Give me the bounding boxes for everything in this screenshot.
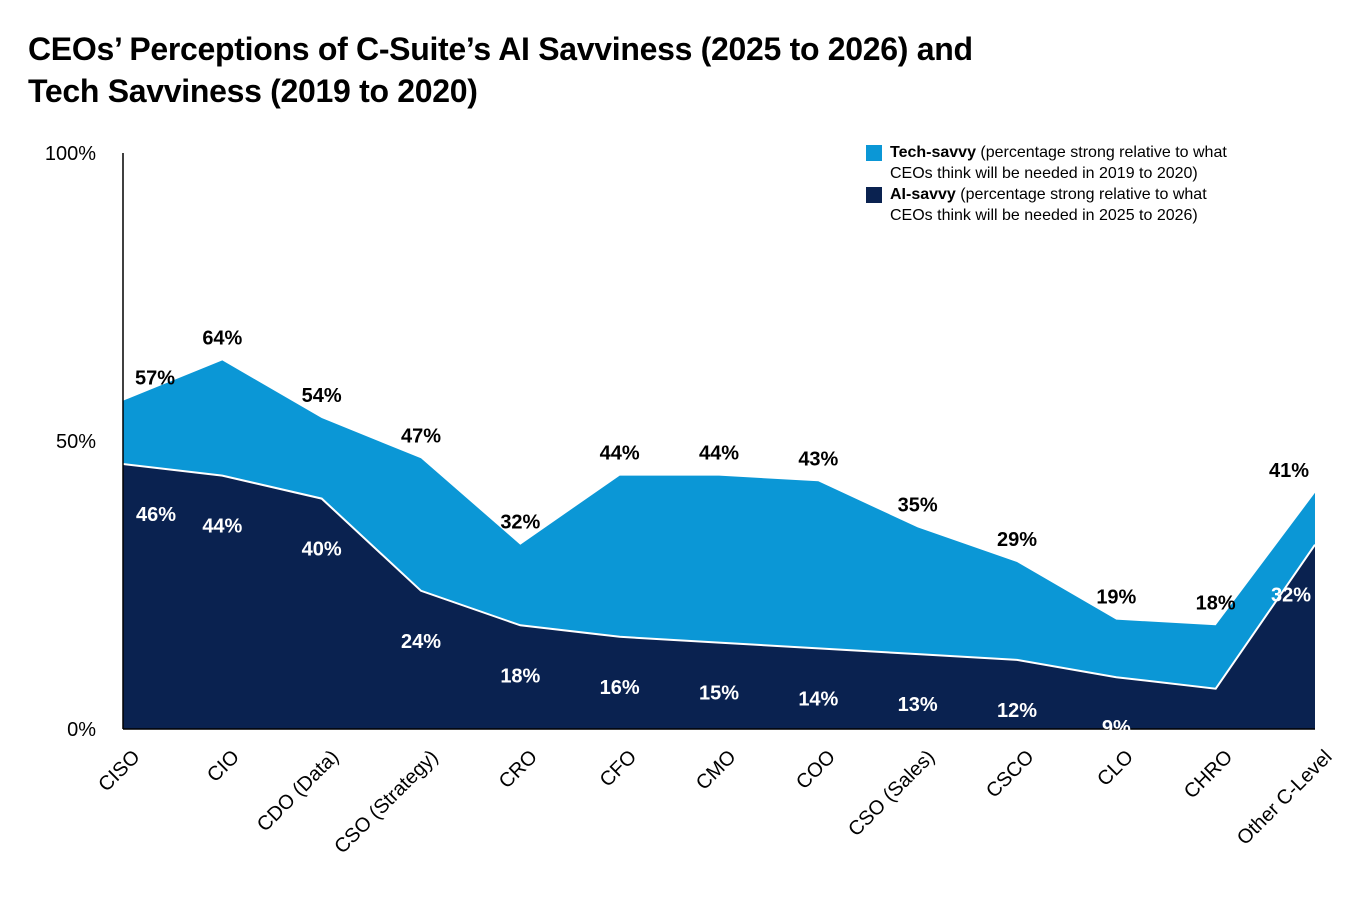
- ai-savvy-label: 7%: [1201, 729, 1230, 751]
- x-tick-label: CSO (Strategy): [330, 746, 442, 858]
- chart-axes: [122, 153, 1315, 730]
- chart-title: CEOs’ Perceptions of C-Suite’s AI Savvin…: [28, 28, 1228, 112]
- tech-savvy-label: 32%: [500, 512, 540, 534]
- legend-desc-ai-savvy-2: CEOs think will be needed in 2025 to 202…: [890, 207, 1198, 224]
- ai-savvy-label: 18%: [500, 665, 540, 687]
- chart-title-line-1: CEOs’ Perceptions of C-Suite’s AI Savvin…: [28, 31, 973, 67]
- x-tick-label: CSCO: [982, 746, 1038, 802]
- tech-savvy-label: 64%: [202, 327, 242, 349]
- x-tick-label: CIO: [203, 746, 244, 787]
- ai-savvy-label: 32%: [1271, 585, 1311, 607]
- ai-savvy-label: 24%: [401, 631, 441, 653]
- ai-savvy-label: 46%: [136, 504, 176, 526]
- x-tick-label: CDO (Data): [253, 746, 343, 836]
- tech-savvy-label: 54%: [302, 385, 342, 407]
- x-tick-label: COO: [792, 746, 840, 794]
- tech-savvy-label: 29%: [997, 529, 1037, 551]
- tech-savvy-label: 43%: [798, 448, 838, 470]
- tech-savvy-label: 35%: [898, 494, 938, 516]
- y-tick-label: 0%: [67, 719, 96, 741]
- x-tick-label: CLO: [1093, 746, 1138, 791]
- legend-item-tech-savvy: Tech-savvy (percentage strong relative t…: [866, 142, 1336, 184]
- ai-savvy-label: 40%: [302, 539, 342, 561]
- tech-savvy-label: 19%: [1096, 587, 1136, 609]
- legend-name-tech-savvy: Tech-savvy: [890, 144, 976, 161]
- ai-savvy-label: 13%: [898, 694, 938, 716]
- legend-desc-tech-savvy-1: (percentage strong relative to what: [975, 144, 1227, 161]
- y-axis-tick-labels: 0% 50% 100%: [45, 143, 96, 741]
- ai-savvy-label: 16%: [600, 677, 640, 699]
- x-tick-label: CHRO: [1180, 746, 1237, 803]
- tech-savvy-label: 18%: [1196, 592, 1236, 614]
- tech-savvy-label: 44%: [600, 443, 640, 465]
- x-tick-label: CFO: [596, 746, 641, 791]
- x-tick-label: CISO: [94, 746, 144, 796]
- ai-savvy-label: 9%: [1102, 717, 1131, 739]
- area-ai-savvy: [123, 464, 1315, 729]
- y-tick-label: 50%: [56, 431, 96, 453]
- tech-savvy-label: 44%: [699, 443, 739, 465]
- line-ai-savvy: [122, 463, 1316, 690]
- x-tick-label: CSO (Sales): [844, 746, 939, 841]
- legend-swatch-tech-savvy: [866, 145, 882, 161]
- ai-savvy-label: 12%: [997, 700, 1037, 722]
- legend: Tech-savvy (percentage strong relative t…: [866, 142, 1336, 226]
- x-tick-label: CRO: [495, 746, 542, 793]
- legend-name-ai-savvy: AI-savvy: [890, 186, 956, 203]
- chart-areas: [122, 360, 1316, 729]
- chart-title-line-2: Tech Savviness (2019 to 2020): [28, 73, 478, 109]
- x-tick-label: Other C-Level: [1233, 746, 1337, 850]
- tech-savvy-label: 41%: [1269, 460, 1309, 482]
- legend-swatch-ai-savvy: [866, 187, 882, 203]
- legend-desc-tech-savvy-2: CEOs think will be needed in 2019 to 202…: [890, 165, 1198, 182]
- x-tick-label: CMO: [692, 746, 741, 795]
- y-tick-label: 100%: [45, 143, 96, 165]
- data-labels: 57% 64% 54% 47% 32% 44% 44% 43% 35% 29% 19% 18% 41% 4…: [135, 327, 1311, 750]
- legend-desc-ai-savvy-1: (percentage strong relative to what: [955, 186, 1207, 203]
- ai-savvy-label: 44%: [202, 516, 242, 538]
- tech-savvy-label: 47%: [401, 425, 441, 447]
- ai-savvy-label: 15%: [699, 683, 739, 705]
- ai-savvy-label: 14%: [798, 688, 838, 710]
- legend-item-ai-savvy: AI-savvy (percentage strong relative to …: [866, 184, 1336, 226]
- x-axis-tick-labels: CISO CIO CDO (Data)CSO (Strategy) CRO CFO CMO…: [94, 746, 1336, 858]
- tech-savvy-label: 57%: [135, 368, 175, 390]
